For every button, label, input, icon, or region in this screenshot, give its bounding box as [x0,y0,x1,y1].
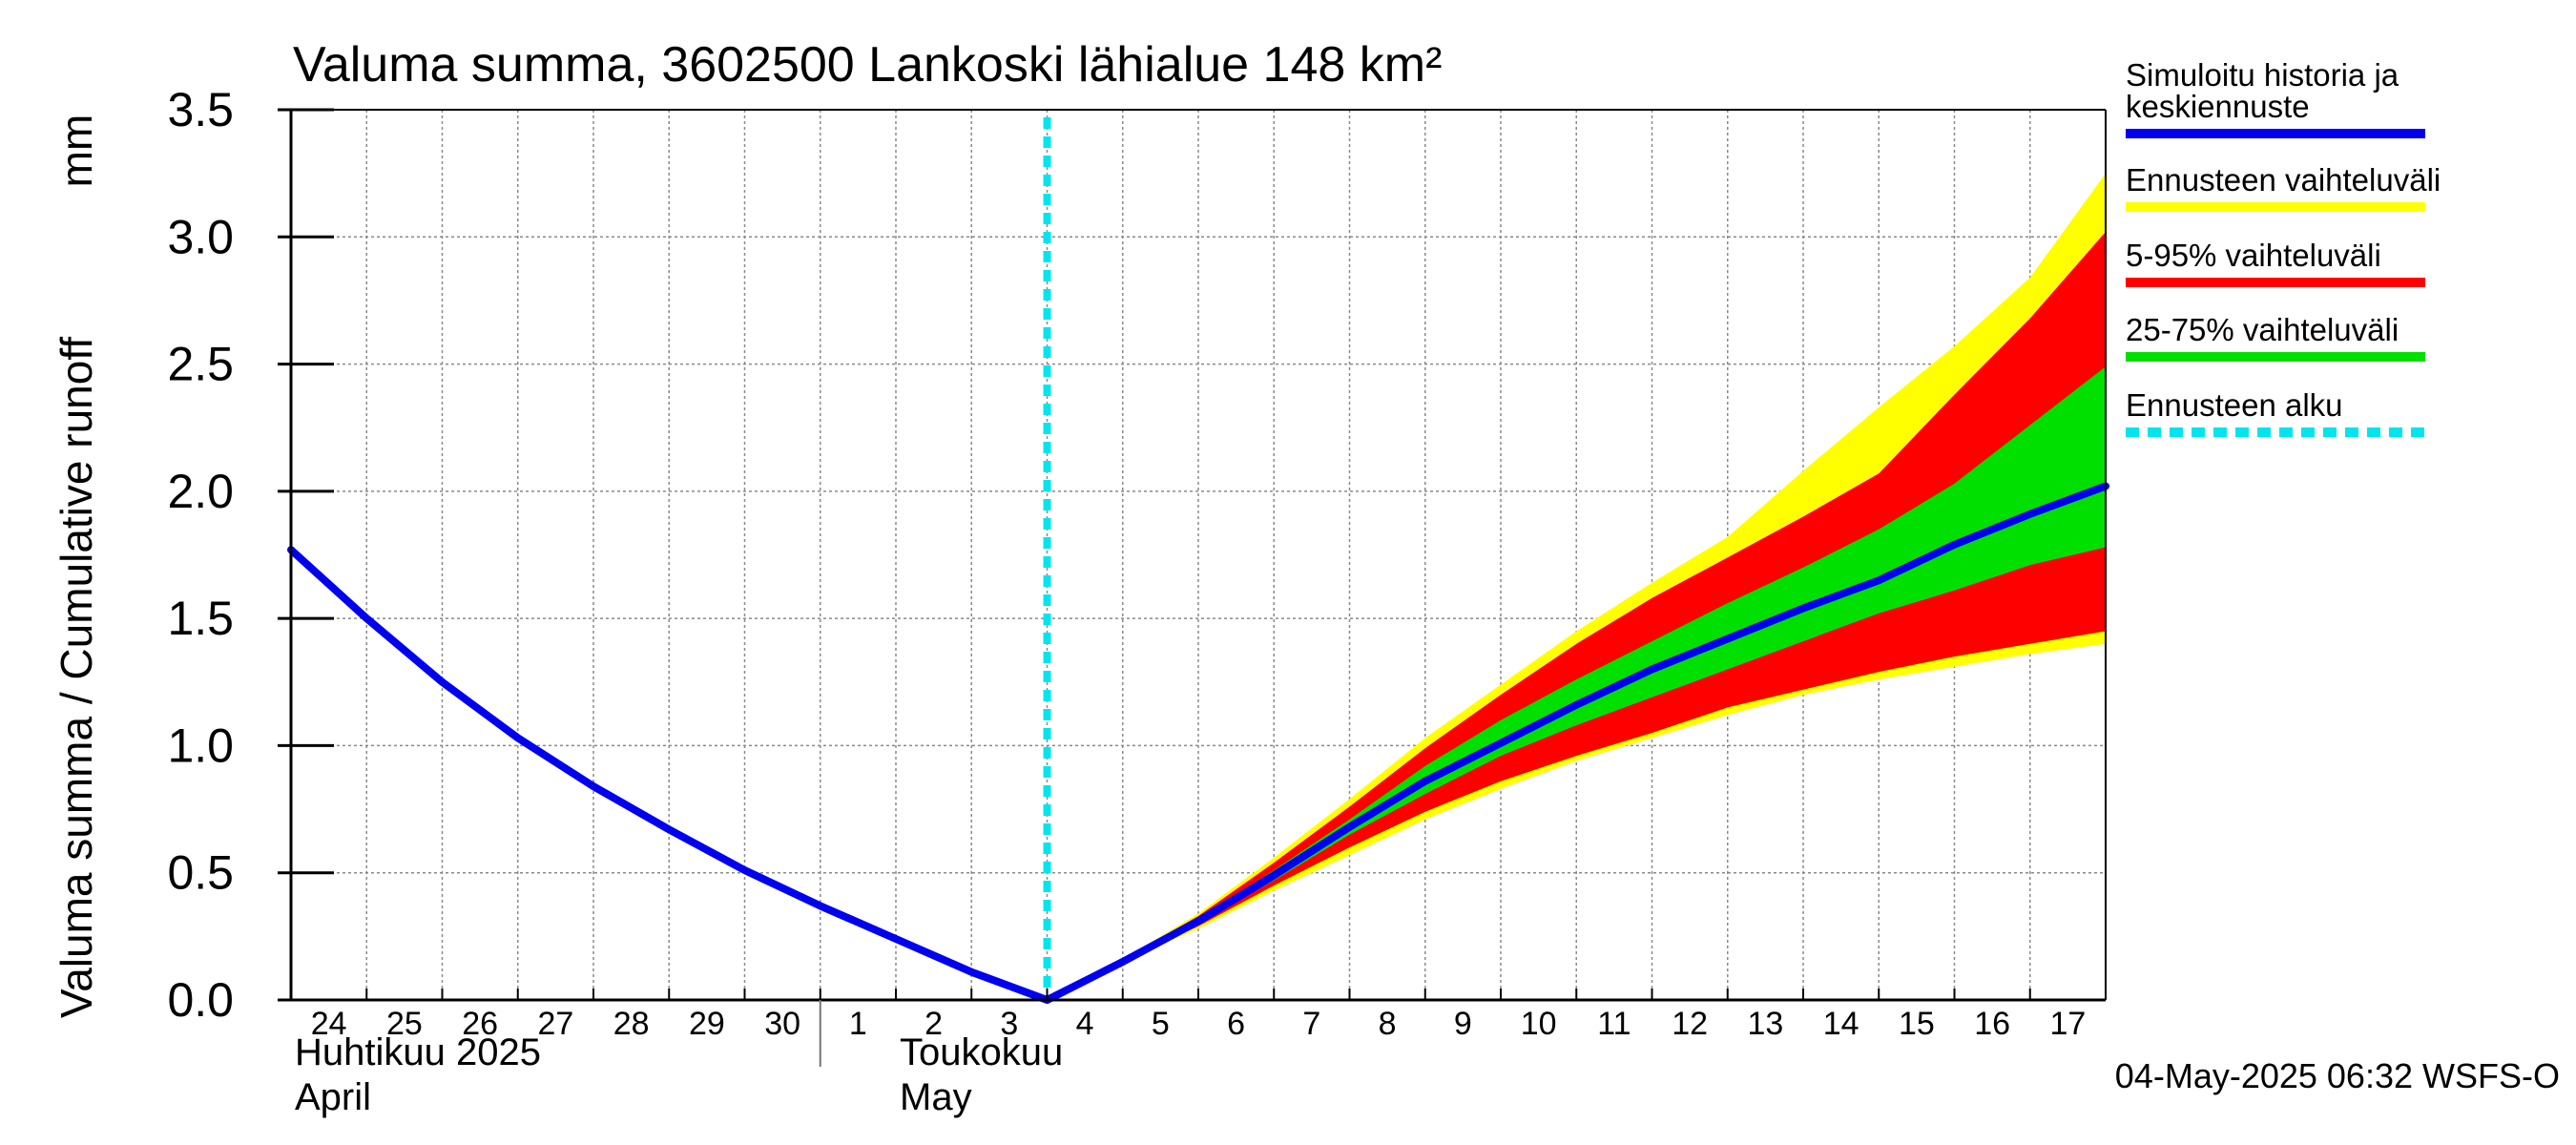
y-tick-label: 1.5 [167,592,234,645]
median-line [287,482,2109,1004]
x-tick-label: 6 [1227,1006,1245,1042]
x-tick-labels: 24 25 26 27 28 29 30 1 2 3 4 5 6 7 8 9 10 11 12 13 14 15 16 17 [311,1006,2087,1042]
x-tick-label: 1 [849,1006,867,1042]
x-tick-label: 7 [1302,1006,1320,1042]
x-tick-label: 14 [1823,1006,1859,1042]
chart-title: Valuma summa, 3602500 Lankoski lähialue … [293,37,1442,93]
band-ff0000 [1047,232,2106,1000]
legend-label: 5-95% vaihteluväli [2126,238,2381,273]
x-tick-label: 10 [1521,1006,1557,1042]
x-tick-label: 17 [2049,1006,2086,1042]
x-tick-label: 11 [1597,1006,1631,1042]
y-tick-label: 1.0 [167,718,234,772]
legend-label: Simuloitu historia ja [2126,57,2399,93]
series-lines [287,117,2109,1004]
month-label-en: May [900,1076,972,1118]
y-axis-unit: mm [52,114,101,188]
x-tick-label: 12 [1672,1006,1708,1042]
x-tick-label: 29 [689,1006,725,1042]
x-tick-label: 28 [613,1006,650,1042]
month-label: Toukokuu [900,1031,1063,1073]
x-tick-label: 4 [1076,1006,1094,1042]
x-tick-label: 25 [386,1006,423,1042]
x-tick-label: 26 [462,1006,498,1042]
x-tick-label: 27 [537,1006,573,1042]
y-tick-label: 2.5 [167,338,234,391]
axes [278,108,2107,1067]
forecast-bands [1047,173,2106,1001]
y-axis-label: Valuma summa / Cumulative runoff [52,337,101,1018]
y-tick-label: 0.0 [167,973,234,1027]
y-tick-label: 0.5 [167,846,234,900]
x-tick-label: 16 [1974,1006,2010,1042]
y-axis-title: Valuma summa / Cumulative runoff mm [52,114,101,1018]
x-tick-label: 2 [924,1006,943,1042]
x-tick-label: 13 [1747,1006,1783,1042]
legend-label: Ennusteen alku [2126,387,2343,423]
x-tick-label: 30 [764,1006,800,1042]
x-tick-label: 8 [1379,1006,1397,1042]
y-tick-label: 3.0 [167,210,234,263]
x-tick-label: 5 [1152,1006,1170,1042]
legend-label: Ennusteen vaihteluväli [2126,162,2441,198]
footer-timestamp: 04-May-2025 06:32 WSFS-O [2115,1056,2560,1095]
month-label: Huhtikuu 2025 [295,1031,541,1073]
month-label-en: April [295,1076,371,1118]
x-tick-label: 3 [1000,1006,1018,1042]
y-tick-label: 2.0 [167,465,234,518]
y-tick-labels: 0.0 0.5 1.0 1.5 2.0 2.5 3.0 3.5 [167,83,234,1027]
legend-label: 25-75% vaihteluväli [2126,312,2399,347]
legend-label: keskiennuste [2126,89,2310,124]
x-tick-label: 9 [1454,1006,1472,1042]
y-tick-label: 3.5 [167,83,234,136]
x-tick-label: 15 [1899,1006,1935,1042]
x-tick-label: 24 [311,1006,347,1042]
band-00e000 [1047,366,2106,1000]
